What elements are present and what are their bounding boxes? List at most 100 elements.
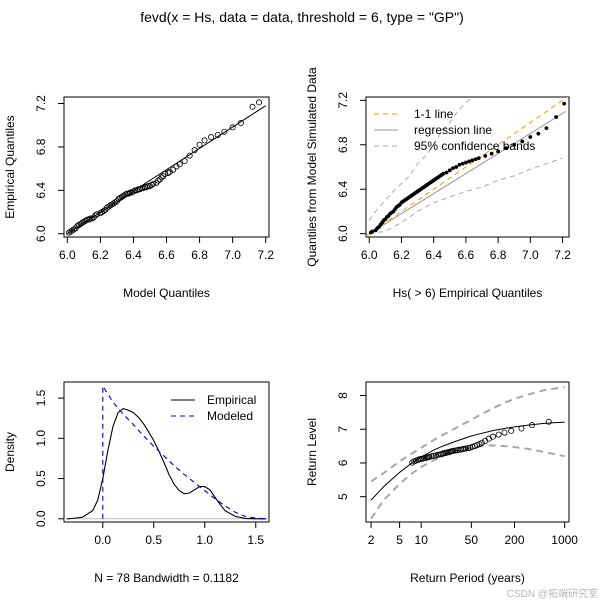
qq-point: [127, 189, 134, 196]
qq-y-tick-label: 6.8: [34, 138, 48, 155]
qq-point: [165, 169, 172, 176]
density-x-tick-label: 1.5: [247, 533, 264, 547]
sim-x-tick-label: 7.0: [522, 248, 539, 262]
qq-x-tick-label: 6.2: [92, 248, 109, 262]
density-x-tick-label: 1.0: [196, 533, 213, 547]
sim-upper-band: [368, 97, 474, 221]
qq-point: [208, 134, 215, 141]
qq-point: [87, 215, 94, 222]
return-point: [489, 433, 496, 440]
sim-point: [476, 156, 481, 161]
qq-point: [70, 226, 77, 233]
return-point: [528, 422, 535, 429]
sim-point: [454, 165, 459, 169]
sim-x-tick-label: 6.2: [393, 248, 410, 262]
density-x-tick-label: 0.0: [94, 533, 111, 547]
sim-lower-band: [369, 157, 563, 235]
return-point: [452, 447, 459, 454]
qq-x-tick-label: 7.2: [257, 248, 274, 262]
sim-point: [536, 131, 541, 136]
sim-point: [447, 168, 452, 173]
return-plot-frame: [365, 381, 570, 523]
sim-point: [562, 101, 567, 106]
qq-point: [100, 207, 107, 214]
return-x-tick-label: 200: [504, 533, 524, 547]
density-plot-area: [64, 384, 269, 520]
qq-point: [229, 124, 236, 131]
return-y-tick-label: 8: [336, 392, 350, 399]
return-point: [426, 453, 433, 460]
qq-point: [237, 120, 244, 127]
density-modeled-line: [102, 384, 266, 520]
return-y-tick-label: 5: [336, 493, 350, 500]
return-point: [428, 453, 435, 460]
sim-plot-frame: [365, 96, 570, 238]
sim-point: [489, 151, 494, 156]
qq-point: [201, 137, 208, 144]
sim-legend-label: 1-1 line: [414, 107, 454, 121]
qq-point: [89, 215, 96, 222]
qq-point: [130, 188, 137, 195]
qq-y-tick-label: 7.2: [34, 95, 48, 112]
return-point: [478, 439, 485, 446]
return-y-axis-label: Return Level: [305, 418, 319, 486]
sim-point: [470, 158, 475, 163]
qq-y-tick-label: 6.0: [34, 225, 48, 242]
simulated-qq-panel: 6.0 6.2 6.4 6.6 6.8 7.0 7.2 6.0 6.4 6.8 7.2 Hs( > 6…: [305, 67, 571, 300]
sim-point: [528, 135, 533, 139]
qq-point: [150, 180, 157, 187]
sim-y-tick-label: 6.0: [336, 225, 350, 242]
sim-point: [496, 149, 501, 154]
return-point: [508, 427, 515, 434]
sim-x-tick-label: 7.2: [554, 248, 571, 262]
sim-legend-label: 95% confidence bands: [414, 139, 535, 153]
density-y-tick-label: 0.0: [34, 510, 48, 527]
qq-point: [82, 217, 89, 224]
qq-point: [181, 158, 188, 165]
qq-point: [137, 186, 144, 193]
return-plot-area: [370, 386, 565, 520]
qq-point: [125, 190, 132, 197]
sim-x-tick-label: 6.0: [361, 248, 378, 262]
return-fit-line: [370, 421, 565, 501]
density-legend-label: Modeled: [207, 409, 253, 423]
sim-x-tick-label: 6.8: [490, 248, 507, 262]
density-x-tick-label: 0.5: [145, 533, 162, 547]
sim-legend-label: regression line: [414, 123, 492, 137]
qq-point: [221, 128, 228, 135]
qq-plot-panel: 6.0 6.2 6.4 6.6 6.8 7.0 7.2 6.0 6.4 6.8 7.2 Model Q…: [3, 95, 274, 300]
figure-title: fevd(x = Hs, data = data, threshold = 6,…: [140, 9, 464, 25]
return-lower-ci: [370, 444, 565, 520]
sim-point: [444, 170, 449, 175]
sim-point: [544, 126, 549, 131]
sim-y-axis-label: Quantiles from Model Simulated Data: [305, 67, 319, 267]
return-point: [450, 447, 457, 454]
sim-point: [473, 157, 478, 162]
qq-point: [112, 199, 119, 206]
qq-point: [186, 152, 193, 159]
qq-x-tick-label: 6.6: [158, 248, 175, 262]
qq-point: [143, 184, 150, 191]
qq-point: [133, 187, 140, 194]
qq-x-axis-label: Model Quantiles: [123, 286, 210, 300]
return-x-tick-label: 50: [465, 533, 479, 547]
sim-point: [460, 161, 465, 166]
return-upper-ci: [370, 386, 565, 483]
sim-point: [520, 139, 525, 144]
qq-point: [122, 191, 129, 198]
sim-y-tick-label: 7.2: [336, 92, 350, 109]
return-point: [545, 418, 552, 425]
sim-point: [451, 166, 455, 171]
density-y-tick-label: 0.5: [34, 470, 48, 487]
qq-point: [145, 182, 152, 189]
qq-reference-line: [67, 105, 266, 235]
qq-point: [256, 99, 263, 106]
sim-y-tick-label: 6.8: [336, 136, 350, 153]
density-plot-frame: [63, 381, 270, 523]
return-y-tick-label: 7: [336, 426, 350, 433]
return-x-tick-label: 10: [415, 533, 429, 547]
density-legend-label: Empirical: [207, 393, 256, 407]
qq-point: [249, 103, 256, 110]
sim-plot-area: [366, 97, 569, 237]
